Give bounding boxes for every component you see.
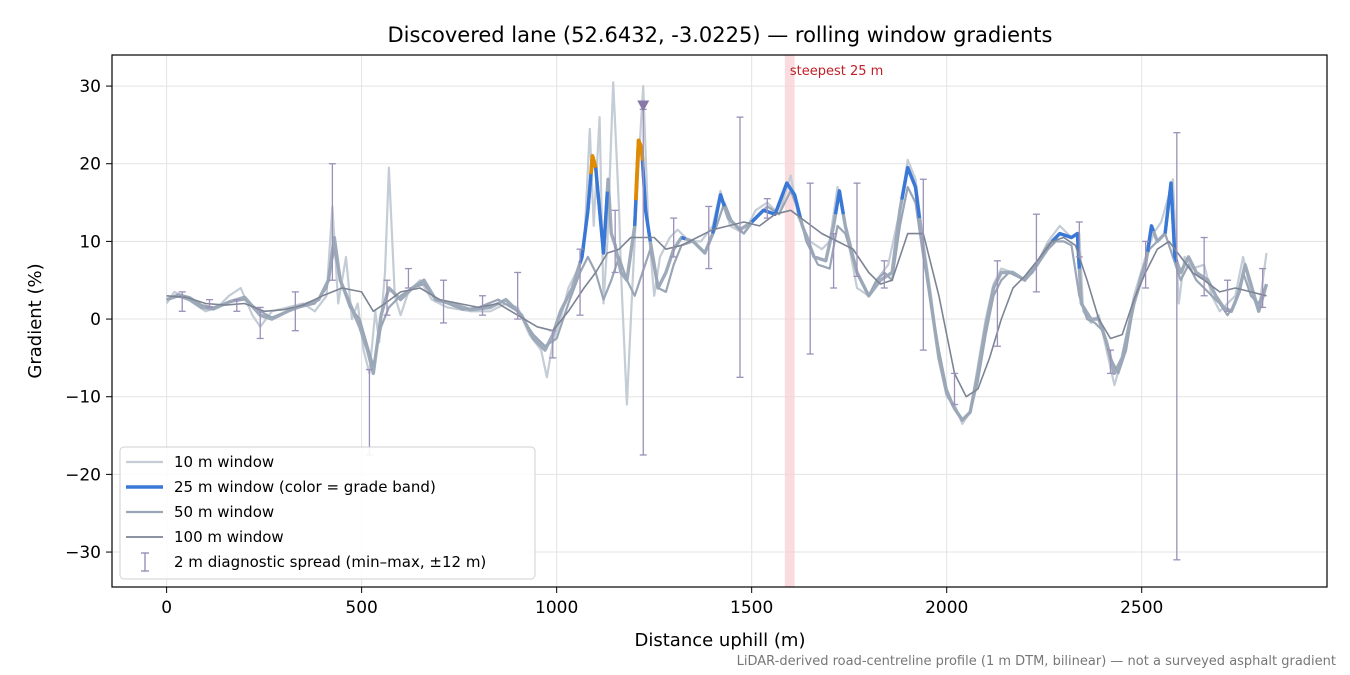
peak-marker bbox=[637, 100, 650, 112]
chart-title: Discovered lane (52.6432, -3.0225) — rol… bbox=[388, 23, 1053, 47]
series-25m-band-segment bbox=[1163, 181, 1179, 263]
spread-bar bbox=[1259, 267, 1267, 309]
spread-bar bbox=[919, 178, 927, 351]
spread-bar bbox=[830, 232, 838, 289]
series-25m-steep-segment bbox=[633, 138, 645, 201]
spread-bar bbox=[993, 260, 1001, 347]
spread-bar bbox=[328, 163, 336, 281]
spread-bar bbox=[206, 298, 214, 309]
spread-bar bbox=[549, 330, 557, 359]
legend-box bbox=[119, 446, 536, 580]
spread-bar bbox=[576, 248, 584, 316]
y-axis-label: Gradient (%) bbox=[25, 263, 46, 378]
legend: 10 m window 25 m window (color = grade ba… bbox=[119, 446, 536, 580]
x-tick-label: 2500 bbox=[1120, 598, 1163, 618]
x-tick-label: 2000 bbox=[925, 598, 968, 618]
spread-bar bbox=[1200, 236, 1208, 297]
spread-bar bbox=[178, 291, 186, 312]
spread-bar bbox=[1173, 132, 1181, 561]
footnote: LiDAR-derived road-centreline profile (1… bbox=[737, 654, 1336, 669]
x-tick-label: 0 bbox=[161, 598, 172, 618]
spread-bar bbox=[670, 217, 678, 258]
series-25m-band-segment bbox=[1145, 224, 1155, 252]
spread-bar bbox=[611, 209, 619, 274]
spread-bar bbox=[233, 298, 241, 312]
series-25m-band-segment bbox=[833, 189, 845, 215]
spread-bar bbox=[514, 271, 522, 320]
legend-label: 50 m window bbox=[174, 503, 274, 521]
legend-item: 100 m window bbox=[126, 528, 284, 546]
legend-item: 2 m diagnostic spread (min–max, ±12 m) bbox=[141, 552, 486, 572]
spread-bar bbox=[383, 279, 391, 316]
spread-bar bbox=[736, 116, 744, 378]
spread-bar bbox=[1107, 349, 1115, 375]
legend-label: 25 m window (color = grade band) bbox=[174, 478, 436, 496]
y-tick-label: 30 bbox=[79, 77, 101, 97]
legend-item: 10 m window bbox=[126, 453, 274, 471]
series-25m-line bbox=[166, 138, 1269, 422]
legend-items: 10 m window 25 m window (color = grade ba… bbox=[126, 453, 486, 572]
legend-label: 2 m diagnostic spread (min–max, ±12 m) bbox=[174, 553, 486, 571]
x-axis-ticks: 0 500 1000 1500 2000 2500 bbox=[161, 587, 1163, 618]
spread-bar bbox=[880, 260, 888, 289]
y-tick-label: 10 bbox=[79, 232, 101, 252]
series-25m-band-segment bbox=[711, 193, 727, 234]
spread-bar bbox=[1032, 213, 1040, 293]
y-tick-label: −10 bbox=[65, 388, 101, 408]
spread-bar bbox=[1224, 279, 1232, 312]
y-tick-label: −30 bbox=[65, 543, 101, 563]
spread-bar bbox=[705, 205, 713, 270]
x-tick-label: 1000 bbox=[535, 598, 578, 618]
spread-bar bbox=[1075, 221, 1083, 258]
x-axis-label: Distance uphill (m) bbox=[635, 630, 806, 651]
x-tick-label: 500 bbox=[345, 598, 377, 618]
diagnostic-spread-bars bbox=[178, 108, 1267, 561]
steepest-segment-band bbox=[784, 55, 795, 587]
spread-bar bbox=[291, 291, 299, 332]
spread-bar bbox=[479, 295, 487, 316]
x-tick-label: 1500 bbox=[730, 598, 773, 618]
legend-label: 100 m window bbox=[174, 528, 284, 546]
y-axis-ticks: −30 −20 −10 0 10 20 30 bbox=[65, 77, 112, 563]
series-25m-band-segment bbox=[750, 181, 803, 224]
legend-label: 10 m window bbox=[174, 453, 274, 471]
spread-bar bbox=[404, 267, 412, 289]
spread-bar bbox=[763, 198, 771, 219]
legend-item: 25 m window (color = grade band) bbox=[126, 478, 436, 496]
spread-bar bbox=[806, 182, 814, 355]
series-25m-band-segment bbox=[680, 235, 686, 241]
series-25m-steep-segment bbox=[589, 154, 598, 175]
series-25m-band-segment bbox=[1050, 231, 1081, 269]
spread-bar bbox=[951, 372, 959, 406]
spread-bar bbox=[256, 306, 264, 340]
series-25m-band-segment bbox=[900, 165, 922, 219]
spread-bar bbox=[440, 279, 448, 324]
plot-border bbox=[111, 54, 1328, 588]
y-tick-label: 20 bbox=[79, 155, 101, 175]
series-100m-line bbox=[166, 209, 1267, 398]
legend-item: 50 m window bbox=[126, 503, 274, 521]
y-tick-label: 0 bbox=[90, 310, 101, 330]
y-tick-label: −20 bbox=[65, 465, 101, 485]
spread-bar bbox=[853, 182, 861, 277]
steepest-segment-label: steepest 25 m bbox=[790, 64, 883, 79]
spread-bar bbox=[1142, 240, 1150, 289]
